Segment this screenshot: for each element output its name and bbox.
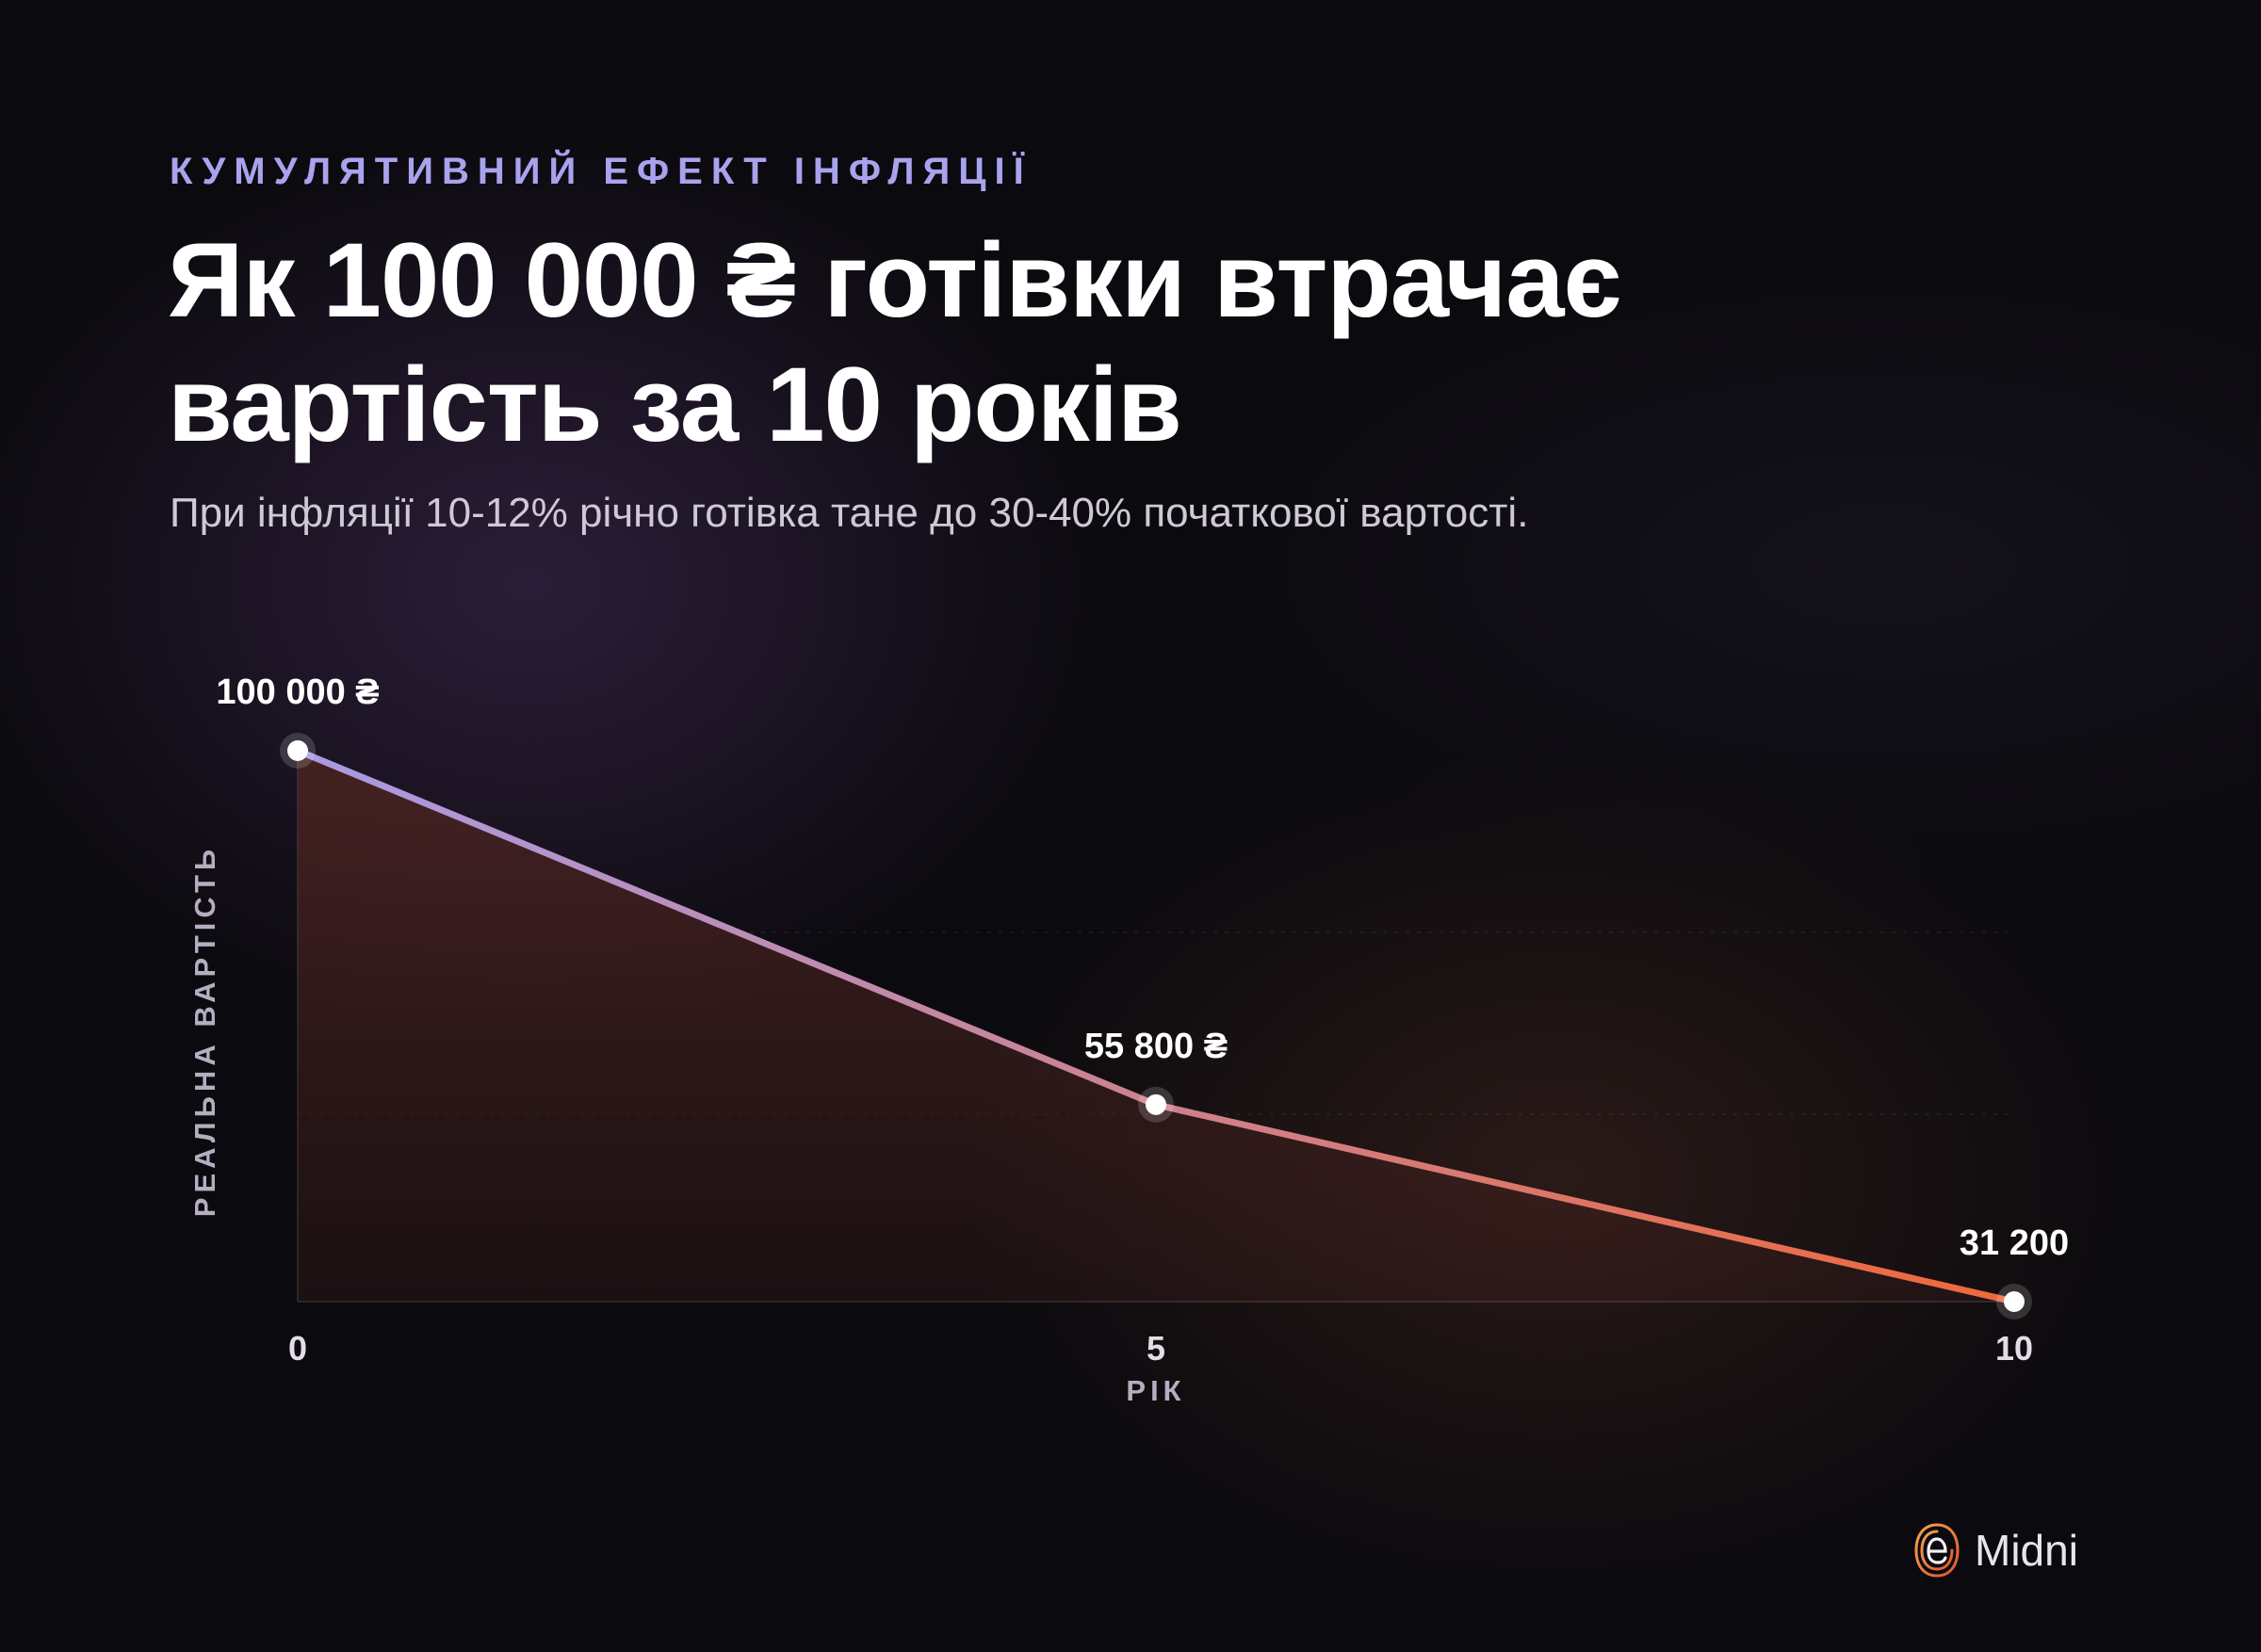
x-tick-label-2: 10 <box>1995 1329 2033 1368</box>
page-subtitle: При інфляції 10-12% річно готівка тане д… <box>170 490 1529 536</box>
y-axis-label: РЕАЛЬНА ВАРТІСТЬ <box>188 845 221 1217</box>
data-label-1: 55 800 ₴ <box>1084 1027 1228 1066</box>
brand-name: Midni <box>1975 1526 2078 1575</box>
data-point-2 <box>2004 1291 2025 1312</box>
x-axis-label: РІК <box>1126 1374 1185 1407</box>
x-tick-label-1: 5 <box>1147 1329 1165 1368</box>
fingerprint-e-logo-icon <box>1914 1523 1960 1578</box>
x-tick-label-0: 0 <box>288 1329 307 1368</box>
data-point-0 <box>287 740 308 761</box>
page-title: Як 100 000 ₴ готівки втрачає вартість за… <box>168 221 1621 463</box>
eyebrow-label: КУМУЛЯТИВНИЙ ЕФЕКТ ІНФЛЯЦІЇ <box>170 151 1033 192</box>
data-label-0: 100 000 ₴ <box>216 672 379 712</box>
series-area <box>298 751 2014 1302</box>
data-point-1 <box>1146 1093 1166 1115</box>
brand-logo: Midni <box>1912 1521 2078 1579</box>
data-label-2: 31 200 <box>1960 1223 2069 1263</box>
